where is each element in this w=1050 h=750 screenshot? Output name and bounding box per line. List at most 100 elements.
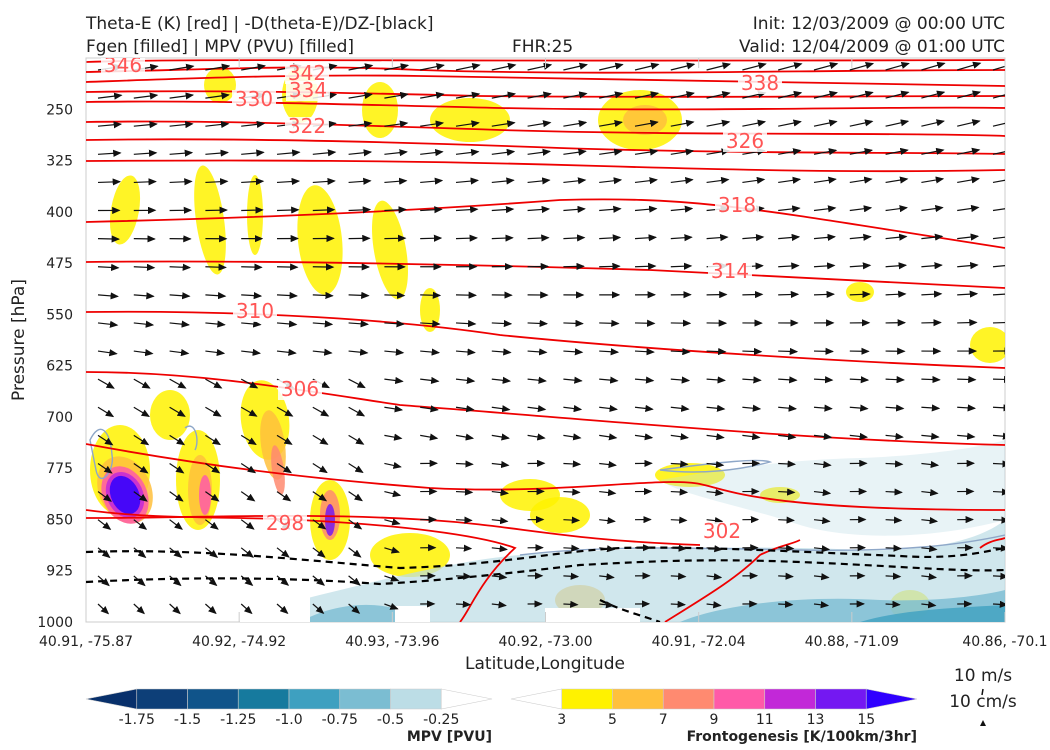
wind-vector [634, 376, 655, 384]
wind-vector [706, 119, 731, 127]
theta-e-contour-label: 326 [726, 129, 764, 153]
wind-vector [563, 91, 588, 99]
colorbar-swatch [288, 688, 341, 710]
wind-vector [169, 63, 195, 71]
wind-vector [240, 462, 257, 474]
wind-vector [885, 516, 903, 524]
wind-vector [455, 600, 472, 608]
wind-vector [921, 176, 945, 184]
wind-vector [240, 547, 254, 558]
wind-vector [97, 434, 114, 446]
wind-vector [527, 319, 549, 328]
wind-vector [276, 206, 300, 214]
wind-vector [778, 90, 803, 99]
wind-vector [455, 177, 479, 185]
wind-vector [241, 263, 263, 271]
y-tick-label: 775 [46, 461, 73, 477]
wind-vector [921, 601, 937, 609]
wind-vector [348, 206, 372, 214]
wind-vector [133, 349, 154, 357]
colorbar-tick-label: -0.5 [377, 712, 404, 728]
wind-vector [348, 91, 373, 100]
wind-vector [455, 348, 476, 356]
wind-vector [599, 234, 622, 242]
header-valid: Valid: 12/04/2009 @ 01:00 UTC [739, 37, 1005, 57]
fgen-colorbar-title: Frontogenesis [K/100km/3hr] [687, 729, 917, 745]
wind-vector [348, 547, 362, 558]
wind-vector [813, 90, 838, 99]
wind-vector [563, 62, 588, 71]
wind-vector [599, 62, 624, 71]
wind-vector [670, 62, 696, 71]
wind-vector [491, 376, 512, 384]
wind-vector [670, 119, 695, 127]
wind-vector [205, 406, 222, 417]
wind-vector [921, 573, 938, 581]
wind-vector [921, 460, 940, 469]
wind-vector [276, 462, 292, 474]
wind-vector [778, 516, 795, 524]
wind-vector [455, 516, 473, 524]
wind-vector [97, 406, 115, 418]
fgen-shade [370, 533, 450, 577]
reference-vector-horizontal: 10 m/s [954, 666, 1012, 686]
fgen-shade [970, 327, 1005, 363]
colorbar-swatch [561, 688, 613, 710]
wind-vector [348, 177, 372, 185]
colorbar-swatch [339, 688, 391, 710]
wind-vector [813, 290, 835, 299]
wind-vector [348, 348, 369, 356]
colorbar-swatch [865, 688, 918, 710]
fgen-shade [199, 475, 211, 515]
wind-vector [778, 262, 800, 270]
x-tick-label: 40.91, -75.87 [39, 634, 133, 650]
wind-vector [778, 544, 795, 552]
wind-vector [312, 519, 327, 530]
wind-vector [921, 432, 940, 440]
wind-vector [384, 461, 402, 469]
wind-vector [241, 63, 267, 71]
wind-vector [885, 233, 908, 241]
wind-vector [957, 90, 982, 99]
wind-vector [241, 177, 265, 186]
wind-vector [670, 516, 688, 524]
wind-vector [778, 176, 802, 184]
wind-vector [169, 434, 186, 446]
fgen-shade [150, 390, 190, 440]
wind-vector [205, 348, 226, 357]
wind-vector [384, 602, 399, 610]
theta-e-contour-label: 322 [288, 114, 326, 138]
wind-vector [706, 347, 727, 356]
wind-vector [420, 405, 439, 413]
wind-vector [276, 177, 301, 186]
wind-vector [384, 433, 403, 441]
fgen-shade [109, 475, 141, 515]
wind-vector [849, 90, 874, 99]
y-tick-label: 325 [46, 154, 73, 170]
wind-vector [205, 63, 231, 71]
wind-vector [563, 376, 583, 384]
colorbar-swatch [662, 688, 715, 710]
theta-e-contour-line [86, 74, 1005, 87]
wind-vector [599, 545, 616, 553]
wind-vector [312, 603, 325, 614]
wind-vector [312, 177, 336, 186]
wind-vector [599, 460, 617, 469]
wind-vector [778, 233, 801, 242]
wind-vector [491, 234, 514, 242]
wind-vector [491, 348, 512, 356]
contour-label-bg [101, 58, 145, 76]
contour-label-bg [263, 514, 307, 534]
theta-e-contour-label: 330 [235, 87, 273, 111]
wind-vector [992, 122, 1005, 127]
wind-vector [634, 348, 655, 356]
wind-vector [813, 488, 832, 497]
wind-vector [205, 491, 220, 502]
wind-vector [634, 119, 659, 127]
wind-vector [240, 406, 258, 417]
wind-vector [849, 290, 871, 298]
theta-e-contour-line [86, 198, 1005, 249]
wind-vector [241, 348, 262, 356]
wind-vector [634, 234, 657, 242]
